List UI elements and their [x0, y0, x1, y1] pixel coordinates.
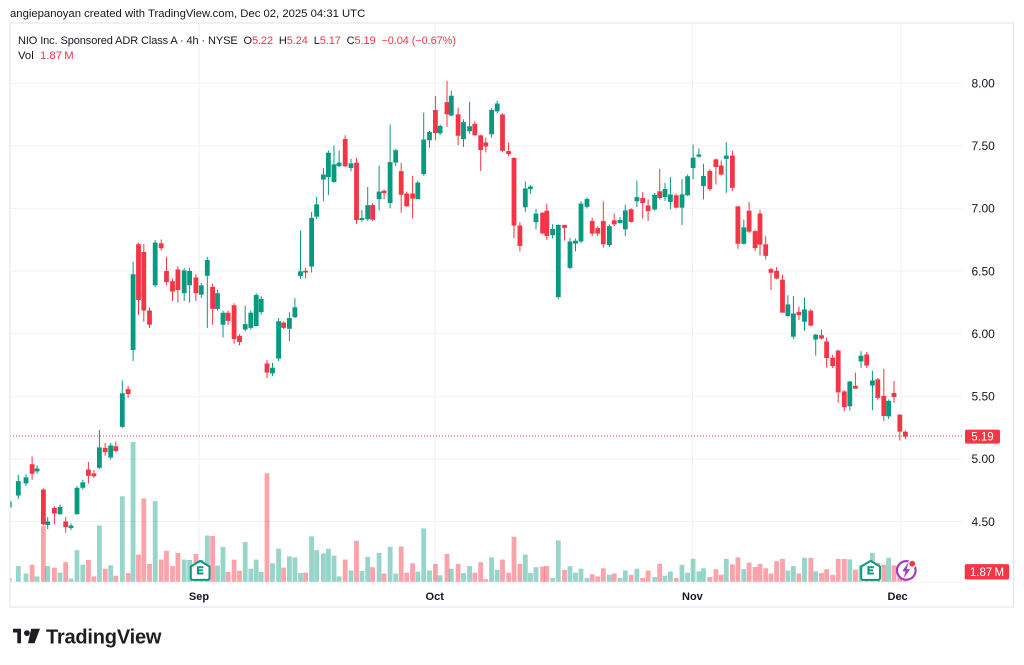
svg-text:Oct: Oct: [426, 591, 445, 603]
svg-text:Nov: Nov: [682, 591, 704, 603]
svg-text:1.87 M: 1.87 M: [970, 567, 1004, 579]
svg-text:7.50: 7.50: [972, 139, 996, 153]
svg-text:5.19: 5.19: [971, 432, 993, 444]
svg-text:5.50: 5.50: [972, 390, 996, 404]
svg-text:Sep: Sep: [189, 591, 209, 603]
svg-text:4.50: 4.50: [972, 515, 996, 529]
svg-text:5.00: 5.00: [972, 452, 996, 466]
svg-text:Dec: Dec: [888, 591, 908, 603]
svg-text:TradingView: TradingView: [46, 627, 162, 649]
svg-text:6.50: 6.50: [972, 264, 996, 278]
svg-text:8.00: 8.00: [972, 77, 996, 91]
svg-text:7.00: 7.00: [972, 202, 996, 216]
svg-text:6.00: 6.00: [972, 327, 996, 341]
